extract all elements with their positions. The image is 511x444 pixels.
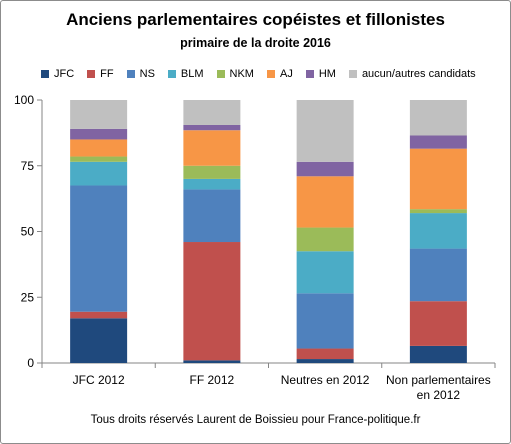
bar-segment bbox=[183, 242, 241, 361]
bar-segment bbox=[183, 130, 241, 166]
y-tick-label: 0 bbox=[27, 356, 34, 370]
legend-label: NS bbox=[139, 68, 155, 80]
y-tick-label: 100 bbox=[14, 93, 34, 107]
legend-swatch bbox=[348, 70, 357, 78]
bar-segment bbox=[70, 311, 128, 319]
bar-segment bbox=[409, 301, 467, 346]
x-category-label: en 2012 bbox=[417, 388, 461, 402]
y-tick-label: 50 bbox=[21, 225, 35, 239]
bar-segment bbox=[183, 360, 241, 363]
bar-segment bbox=[296, 227, 354, 252]
x-category-label: Neutres en 2012 bbox=[281, 373, 370, 387]
legend-swatch bbox=[216, 70, 225, 78]
legend-swatch bbox=[126, 70, 135, 78]
legend-swatch bbox=[41, 70, 49, 78]
y-tick-label: 25 bbox=[21, 290, 35, 304]
x-category-label: JFC 2012 bbox=[73, 373, 125, 387]
bar-segment bbox=[183, 165, 241, 179]
legend-label: aucun/autres candidats bbox=[361, 68, 476, 80]
bar-segment bbox=[70, 139, 128, 157]
x-category-label: FF 2012 bbox=[190, 373, 235, 387]
bar-segment bbox=[409, 135, 467, 149]
bar-segment bbox=[183, 100, 241, 125]
bar-segment bbox=[70, 185, 128, 312]
legend-item: NS bbox=[126, 68, 155, 80]
bar-segment bbox=[296, 176, 354, 228]
legend-item: FF bbox=[87, 68, 114, 80]
legend-item: AJ bbox=[266, 68, 293, 80]
legend-item: HM bbox=[305, 68, 336, 80]
bar-segment bbox=[296, 293, 354, 349]
bar-segment bbox=[70, 156, 128, 162]
bar-segment bbox=[296, 348, 354, 360]
legend-label: FF bbox=[100, 68, 114, 80]
chart-subtitle: primaire de la droite 2016 bbox=[180, 36, 331, 50]
legend-label: JFC bbox=[54, 68, 75, 80]
bar-segment bbox=[409, 213, 467, 249]
legend-item: BLM bbox=[167, 68, 204, 80]
bar-segment bbox=[70, 318, 128, 363]
bar-segment bbox=[409, 148, 467, 210]
bar-segment bbox=[70, 161, 128, 186]
bar-segment bbox=[183, 178, 241, 190]
bar-segment bbox=[296, 100, 354, 162]
bar-segment bbox=[409, 248, 467, 302]
bar-segment bbox=[70, 100, 128, 129]
legend-item: aucun/autres candidats bbox=[348, 68, 476, 80]
bar-segment bbox=[409, 100, 467, 136]
chart-legend: JFC FF NS BLM NKM AJ HM aucun/autres candidats bbox=[41, 66, 476, 82]
bar-segment bbox=[409, 209, 467, 214]
legend-swatch bbox=[266, 70, 275, 78]
legend-swatch bbox=[305, 70, 314, 78]
legend-item: JFC bbox=[41, 68, 74, 80]
bar-segment bbox=[183, 124, 241, 131]
x-category-label: Non parlementaires bbox=[386, 373, 491, 387]
legend-label: AJ bbox=[279, 68, 293, 80]
legend-item: NKM bbox=[216, 68, 254, 80]
legend-label: HM bbox=[318, 68, 336, 80]
bar-segment bbox=[70, 128, 128, 140]
legend-swatch bbox=[167, 70, 176, 78]
chart-footer: Tous droits réservés Laurent de Boissieu… bbox=[90, 414, 421, 426]
bar-segment bbox=[409, 345, 467, 363]
chart-title: Anciens parlementaires copéistes et fill… bbox=[66, 10, 445, 29]
y-tick-label: 75 bbox=[21, 159, 35, 173]
legend-swatch bbox=[87, 70, 96, 78]
legend-label: NKM bbox=[229, 68, 254, 80]
legend-label: BLM bbox=[180, 68, 204, 80]
bar-segment bbox=[183, 189, 241, 243]
bar-segment bbox=[296, 359, 354, 363]
bar-segment bbox=[296, 251, 354, 294]
bar-segment bbox=[296, 161, 354, 177]
